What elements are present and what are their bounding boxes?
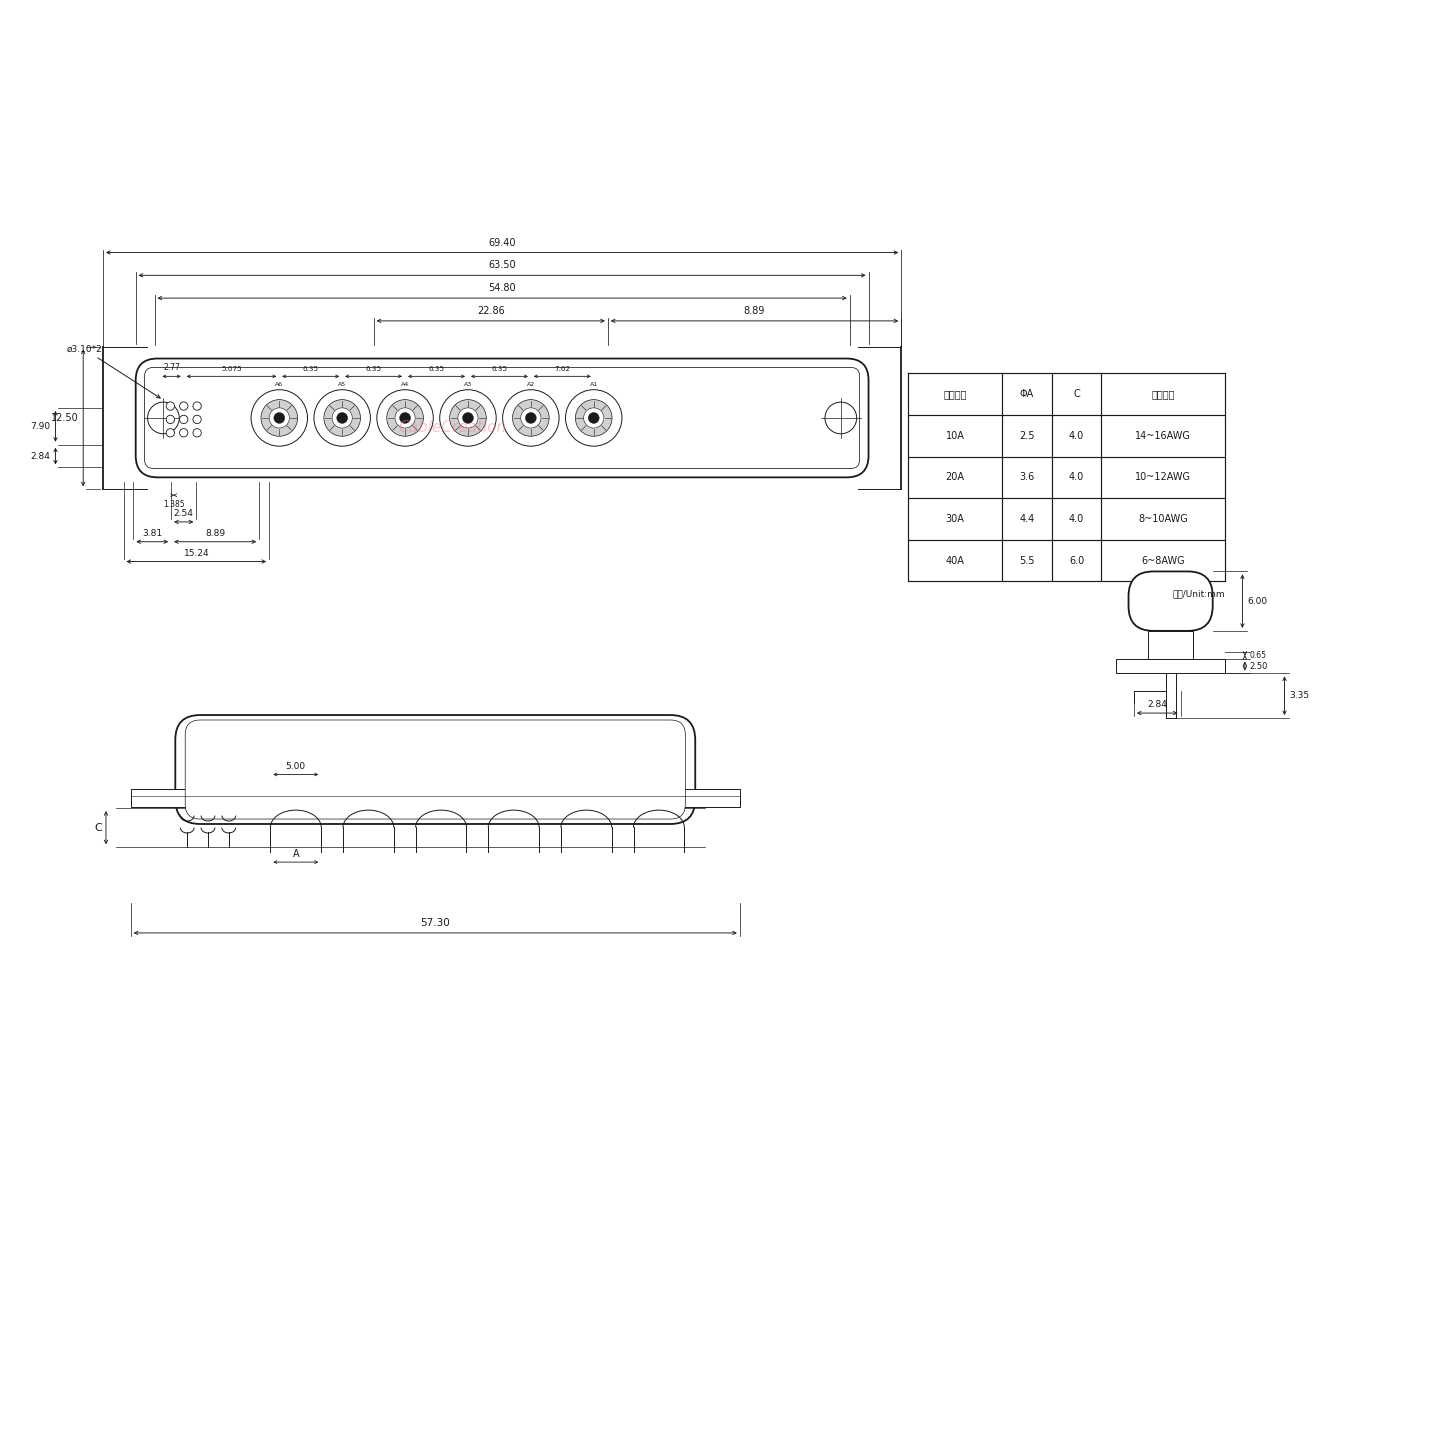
Circle shape (324, 400, 360, 436)
Circle shape (274, 412, 285, 423)
Circle shape (180, 402, 187, 410)
Circle shape (180, 429, 187, 436)
Text: 线材规格: 线材规格 (1152, 389, 1175, 399)
Text: A1: A1 (589, 382, 598, 387)
Circle shape (503, 390, 559, 446)
Circle shape (377, 390, 433, 446)
Text: 单位/Unit:mm: 单位/Unit:mm (1172, 589, 1225, 598)
Text: 6.35: 6.35 (366, 366, 382, 373)
Text: 7.62: 7.62 (554, 366, 570, 373)
Text: C: C (1073, 389, 1080, 399)
FancyBboxPatch shape (144, 367, 860, 468)
Circle shape (513, 400, 549, 436)
Text: 1.385: 1.385 (163, 500, 184, 510)
Text: 6.35: 6.35 (491, 366, 507, 373)
Text: 4.0: 4.0 (1068, 431, 1084, 441)
Text: 14~16AWG: 14~16AWG (1135, 431, 1191, 441)
Text: ø3.10*2: ø3.10*2 (66, 344, 160, 397)
Circle shape (439, 390, 497, 446)
FancyBboxPatch shape (186, 720, 685, 819)
Text: A5: A5 (338, 382, 346, 387)
Circle shape (269, 408, 289, 428)
Text: 6.0: 6.0 (1068, 556, 1084, 566)
Circle shape (395, 408, 415, 428)
Text: 57.30: 57.30 (420, 917, 451, 927)
Text: 63.50: 63.50 (488, 261, 516, 271)
Circle shape (387, 400, 423, 436)
Text: 额定电流: 额定电流 (943, 389, 966, 399)
Text: 2.84: 2.84 (1148, 700, 1168, 708)
Circle shape (193, 429, 202, 436)
FancyBboxPatch shape (1129, 572, 1212, 631)
Text: 12.50: 12.50 (50, 413, 78, 423)
Text: 8.89: 8.89 (744, 305, 765, 315)
Text: 4.4: 4.4 (1020, 514, 1034, 524)
Text: 69.40: 69.40 (488, 238, 516, 248)
Circle shape (180, 415, 187, 423)
Circle shape (589, 412, 599, 423)
Text: 6.35: 6.35 (429, 366, 445, 373)
Circle shape (166, 402, 174, 410)
Text: 2.54: 2.54 (174, 508, 193, 518)
Circle shape (462, 412, 474, 423)
Text: 10A: 10A (946, 431, 965, 441)
Circle shape (583, 408, 603, 428)
Text: 22.86: 22.86 (477, 305, 504, 315)
Text: 2.5: 2.5 (1020, 431, 1035, 441)
Text: A4: A4 (400, 382, 409, 387)
Text: 2.50: 2.50 (1250, 661, 1269, 671)
Bar (131, 789, 740, 808)
Circle shape (526, 412, 536, 423)
Text: 0.65: 0.65 (1250, 651, 1267, 660)
Text: 30A: 30A (946, 514, 965, 524)
Circle shape (449, 400, 487, 436)
Text: 3.35: 3.35 (1289, 691, 1309, 700)
Text: 5.00: 5.00 (285, 762, 305, 770)
Text: A3: A3 (464, 382, 472, 387)
Circle shape (566, 390, 622, 446)
Text: 2.84: 2.84 (30, 452, 50, 461)
Text: 6.00: 6.00 (1247, 596, 1267, 606)
Text: 54.80: 54.80 (488, 284, 516, 294)
Text: A2: A2 (527, 382, 536, 387)
Text: 3.81: 3.81 (143, 528, 163, 537)
Circle shape (333, 408, 353, 428)
Circle shape (166, 429, 174, 436)
Text: 6.35: 6.35 (302, 366, 318, 373)
Text: C: C (94, 822, 102, 832)
Circle shape (193, 415, 202, 423)
Text: 6~8AWG: 6~8AWG (1142, 556, 1185, 566)
Circle shape (576, 400, 612, 436)
Text: 5.075: 5.075 (222, 366, 242, 373)
FancyBboxPatch shape (135, 359, 868, 478)
Text: A: A (292, 850, 300, 860)
Text: A6: A6 (275, 382, 284, 387)
Text: CableCreation: CableCreation (399, 420, 507, 435)
Text: 2.77: 2.77 (163, 363, 180, 373)
Text: 10~12AWG: 10~12AWG (1135, 472, 1191, 482)
Circle shape (193, 402, 202, 410)
Text: 3.6: 3.6 (1020, 472, 1034, 482)
Text: 8.89: 8.89 (204, 528, 225, 537)
FancyBboxPatch shape (176, 716, 696, 824)
Bar (1148, 631, 1192, 658)
Text: 5.5: 5.5 (1020, 556, 1035, 566)
Text: 7.90: 7.90 (30, 422, 50, 431)
Text: 4.0: 4.0 (1068, 472, 1084, 482)
Text: 40A: 40A (946, 556, 965, 566)
Bar (1116, 658, 1225, 674)
Text: 15.24: 15.24 (183, 549, 209, 557)
Circle shape (261, 400, 298, 436)
Circle shape (251, 390, 308, 446)
Text: 20A: 20A (946, 472, 965, 482)
Circle shape (166, 415, 174, 423)
Circle shape (400, 412, 410, 423)
Text: 8~10AWG: 8~10AWG (1138, 514, 1188, 524)
Circle shape (521, 408, 541, 428)
Circle shape (458, 408, 478, 428)
Text: ΦA: ΦA (1020, 389, 1034, 399)
Text: 4.0: 4.0 (1068, 514, 1084, 524)
Circle shape (314, 390, 370, 446)
Circle shape (337, 412, 347, 423)
